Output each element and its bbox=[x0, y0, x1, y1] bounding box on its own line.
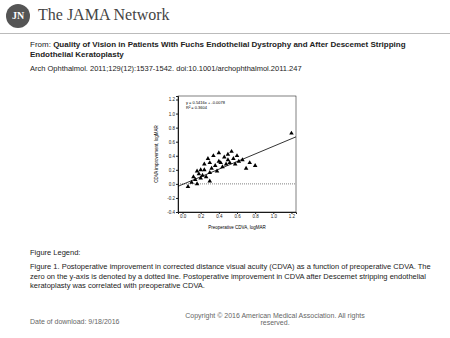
y-tick-label: 0.6 bbox=[169, 140, 176, 145]
point bbox=[213, 163, 218, 167]
point bbox=[200, 173, 205, 177]
x-tick: 0.0 bbox=[180, 212, 187, 219]
point bbox=[186, 184, 191, 188]
y-tick: 0.2 bbox=[169, 168, 178, 173]
point bbox=[222, 155, 227, 159]
brand: The JAMA Network bbox=[38, 6, 170, 24]
x-tick-label: 0.4 bbox=[216, 214, 223, 219]
y-tick-label: 1.0 bbox=[169, 112, 176, 117]
point bbox=[218, 160, 223, 164]
point bbox=[226, 152, 231, 156]
plot-area bbox=[178, 131, 296, 188]
y-tick-label: 0.0 bbox=[169, 182, 176, 187]
point bbox=[211, 153, 216, 157]
x-tick: 0.6 bbox=[234, 212, 241, 219]
x-tick: 0.8 bbox=[253, 212, 260, 219]
y-axis: -0.4 -0.2 0.0 0.2 0.4 0.6 0.8 1.0 1.2 bbox=[167, 97, 178, 215]
point bbox=[253, 163, 258, 167]
y-tick-mark bbox=[176, 170, 178, 171]
point bbox=[204, 174, 209, 178]
y-axis-title: CDVA improvement, logMAR bbox=[154, 124, 159, 182]
y-tick: 1.2 bbox=[169, 97, 178, 102]
y-tick-label: -0.4 bbox=[167, 210, 175, 215]
x-tick-label: 1.0 bbox=[271, 214, 278, 219]
x-tick-label: 0.2 bbox=[198, 214, 205, 219]
point bbox=[207, 160, 212, 164]
plot-frame bbox=[178, 96, 296, 212]
point bbox=[189, 180, 194, 184]
point bbox=[231, 156, 236, 160]
y-tick-mark bbox=[176, 184, 178, 185]
x-tick-label: 1.2 bbox=[289, 214, 296, 219]
source-title: Quality of Vision in Patients With Fuchs… bbox=[30, 40, 406, 59]
point bbox=[193, 177, 198, 181]
y-tick-mark bbox=[176, 142, 178, 143]
annotation: R² = 0.3604 bbox=[186, 105, 208, 110]
point bbox=[244, 166, 249, 170]
point bbox=[227, 160, 232, 164]
point bbox=[224, 162, 229, 166]
point bbox=[235, 153, 240, 157]
point bbox=[237, 159, 242, 163]
y-tick-mark bbox=[176, 212, 178, 213]
point bbox=[289, 131, 294, 135]
y-tick-mark bbox=[176, 128, 178, 129]
y-tick-label: 1.2 bbox=[169, 97, 176, 102]
y-tick: -0.4 bbox=[167, 210, 178, 215]
y-tick: -0.2 bbox=[167, 196, 178, 201]
x-tick-label: 0.8 bbox=[253, 214, 260, 219]
point bbox=[202, 162, 207, 166]
point bbox=[197, 171, 202, 175]
x-axis-title: Preoperative CDVA, logMAR bbox=[208, 225, 266, 230]
citation: Arch Ophthalmol. 2011;129(12):1537-1542.… bbox=[30, 64, 440, 73]
point bbox=[198, 167, 203, 171]
point bbox=[233, 162, 238, 166]
point bbox=[207, 170, 212, 174]
x-tick: 0.2 bbox=[198, 212, 205, 219]
legend-text: Figure 1. Postoperative improvement in c… bbox=[30, 262, 440, 291]
x-tick: 1.0 bbox=[271, 212, 278, 219]
point bbox=[202, 167, 207, 171]
y-tick: 0.8 bbox=[169, 126, 178, 131]
y-tick-label: 0.8 bbox=[169, 126, 176, 131]
point bbox=[195, 181, 200, 185]
y-tick-label: 0.4 bbox=[169, 154, 176, 159]
source-prefix: From: bbox=[30, 40, 51, 49]
y-tick: 1.0 bbox=[169, 112, 178, 117]
y-tick-label: 0.2 bbox=[169, 168, 176, 173]
point bbox=[207, 178, 212, 182]
y-tick: 0.6 bbox=[169, 140, 178, 145]
y-tick-label: -0.2 bbox=[167, 196, 175, 201]
point bbox=[247, 160, 252, 164]
header-rule bbox=[0, 33, 450, 34]
fit-line bbox=[178, 137, 296, 186]
x-tick-label: 0.6 bbox=[234, 214, 241, 219]
y-tick-mark bbox=[176, 198, 178, 199]
copyright: Copyright © 2016 American Medical Associ… bbox=[180, 312, 370, 326]
y-tick-mark bbox=[176, 114, 178, 115]
point bbox=[217, 150, 222, 154]
y-tick-mark bbox=[176, 100, 178, 101]
x-tick-label: 0.0 bbox=[180, 214, 187, 219]
chart: 0.00.20.40.60.81.01.2-0.4-0.20.00.20.40.… bbox=[152, 92, 302, 232]
point bbox=[206, 156, 211, 160]
point bbox=[240, 157, 245, 161]
x-axis: 0.0 0.2 0.4 0.6 0.8 1.0 1.2 bbox=[179, 212, 297, 219]
legend-heading: Figure Legend: bbox=[30, 248, 80, 257]
point bbox=[209, 166, 214, 170]
point bbox=[220, 164, 225, 168]
y-tick: 0.4 bbox=[169, 154, 178, 159]
point bbox=[215, 169, 220, 173]
y-tick: 0.0 bbox=[169, 182, 178, 187]
point bbox=[229, 149, 234, 153]
x-tick: 1.2 bbox=[289, 212, 296, 219]
logo-mark: JN bbox=[6, 4, 30, 28]
y-tick-mark bbox=[176, 156, 178, 157]
source-block: From: Quality of Vision in Patients With… bbox=[30, 40, 440, 60]
download-date: Date of download: 9/18/2016 bbox=[30, 318, 120, 325]
x-tick: 0.4 bbox=[216, 212, 223, 219]
